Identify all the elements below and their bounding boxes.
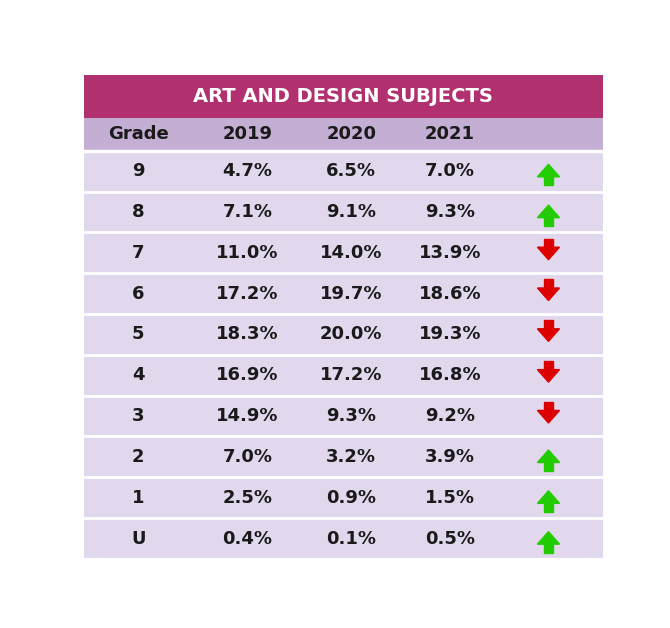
Polygon shape (537, 247, 559, 260)
Polygon shape (544, 402, 553, 411)
Text: 1: 1 (132, 489, 145, 507)
Text: 8: 8 (132, 203, 145, 221)
Text: 5: 5 (132, 325, 145, 344)
Text: 7.1%: 7.1% (222, 203, 272, 221)
Text: 18.6%: 18.6% (419, 284, 481, 303)
Text: 6.5%: 6.5% (326, 162, 376, 180)
Text: 20.0%: 20.0% (320, 325, 383, 344)
Text: 9.1%: 9.1% (326, 203, 376, 221)
Text: 9.2%: 9.2% (425, 407, 475, 425)
Bar (84, 355, 603, 396)
Text: 19.7%: 19.7% (320, 284, 383, 303)
Bar (84, 75, 603, 118)
Text: 9: 9 (132, 162, 145, 180)
Polygon shape (544, 239, 553, 247)
Text: 0.1%: 0.1% (326, 529, 376, 548)
Text: 7: 7 (132, 244, 145, 262)
Polygon shape (537, 450, 559, 463)
Text: 9.3%: 9.3% (326, 407, 376, 425)
Text: 0.5%: 0.5% (425, 529, 475, 548)
Text: 11.0%: 11.0% (216, 244, 279, 262)
Text: 3.9%: 3.9% (425, 448, 475, 466)
Polygon shape (537, 329, 559, 342)
Polygon shape (544, 177, 553, 185)
Polygon shape (544, 218, 553, 226)
Polygon shape (544, 361, 553, 370)
Polygon shape (537, 370, 559, 382)
Bar (84, 151, 603, 192)
Bar (84, 314, 603, 355)
Text: 7.0%: 7.0% (425, 162, 475, 180)
Text: U: U (131, 529, 145, 548)
Text: 4: 4 (132, 366, 145, 384)
Polygon shape (544, 320, 553, 329)
Text: 3.2%: 3.2% (326, 448, 376, 466)
Text: 4.7%: 4.7% (222, 162, 272, 180)
Text: 0.9%: 0.9% (326, 489, 376, 507)
Polygon shape (544, 463, 553, 471)
Polygon shape (537, 531, 559, 544)
Polygon shape (537, 165, 559, 177)
Bar (84, 396, 603, 436)
Text: 6: 6 (132, 284, 145, 303)
Text: 9.3%: 9.3% (425, 203, 475, 221)
Text: 17.2%: 17.2% (216, 284, 279, 303)
Text: 13.9%: 13.9% (419, 244, 481, 262)
Text: 3: 3 (132, 407, 145, 425)
Text: 7.0%: 7.0% (222, 448, 272, 466)
Bar (84, 273, 603, 314)
Text: 1.5%: 1.5% (425, 489, 475, 507)
Bar (84, 436, 603, 477)
Text: 16.9%: 16.9% (216, 366, 279, 384)
Text: 14.9%: 14.9% (216, 407, 279, 425)
Polygon shape (537, 491, 559, 504)
Polygon shape (537, 288, 559, 301)
Text: 2: 2 (132, 448, 145, 466)
Text: 2019: 2019 (222, 126, 272, 143)
Polygon shape (544, 544, 553, 553)
Polygon shape (544, 279, 553, 288)
Bar (84, 118, 603, 151)
Text: 2021: 2021 (425, 126, 475, 143)
Bar (84, 192, 603, 232)
Text: 2.5%: 2.5% (222, 489, 272, 507)
Text: ART AND DESIGN SUBJECTS: ART AND DESIGN SUBJECTS (194, 87, 493, 106)
Text: 17.2%: 17.2% (320, 366, 383, 384)
Text: 2020: 2020 (326, 126, 376, 143)
Text: 14.0%: 14.0% (320, 244, 383, 262)
Polygon shape (537, 205, 559, 218)
Polygon shape (544, 504, 553, 512)
Polygon shape (537, 411, 559, 423)
Bar (84, 232, 603, 273)
Text: 19.3%: 19.3% (419, 325, 481, 344)
Text: 16.8%: 16.8% (419, 366, 481, 384)
Text: Grade: Grade (108, 126, 169, 143)
Bar (84, 518, 603, 559)
Bar (84, 477, 603, 518)
Text: 18.3%: 18.3% (216, 325, 279, 344)
Text: 0.4%: 0.4% (222, 529, 272, 548)
